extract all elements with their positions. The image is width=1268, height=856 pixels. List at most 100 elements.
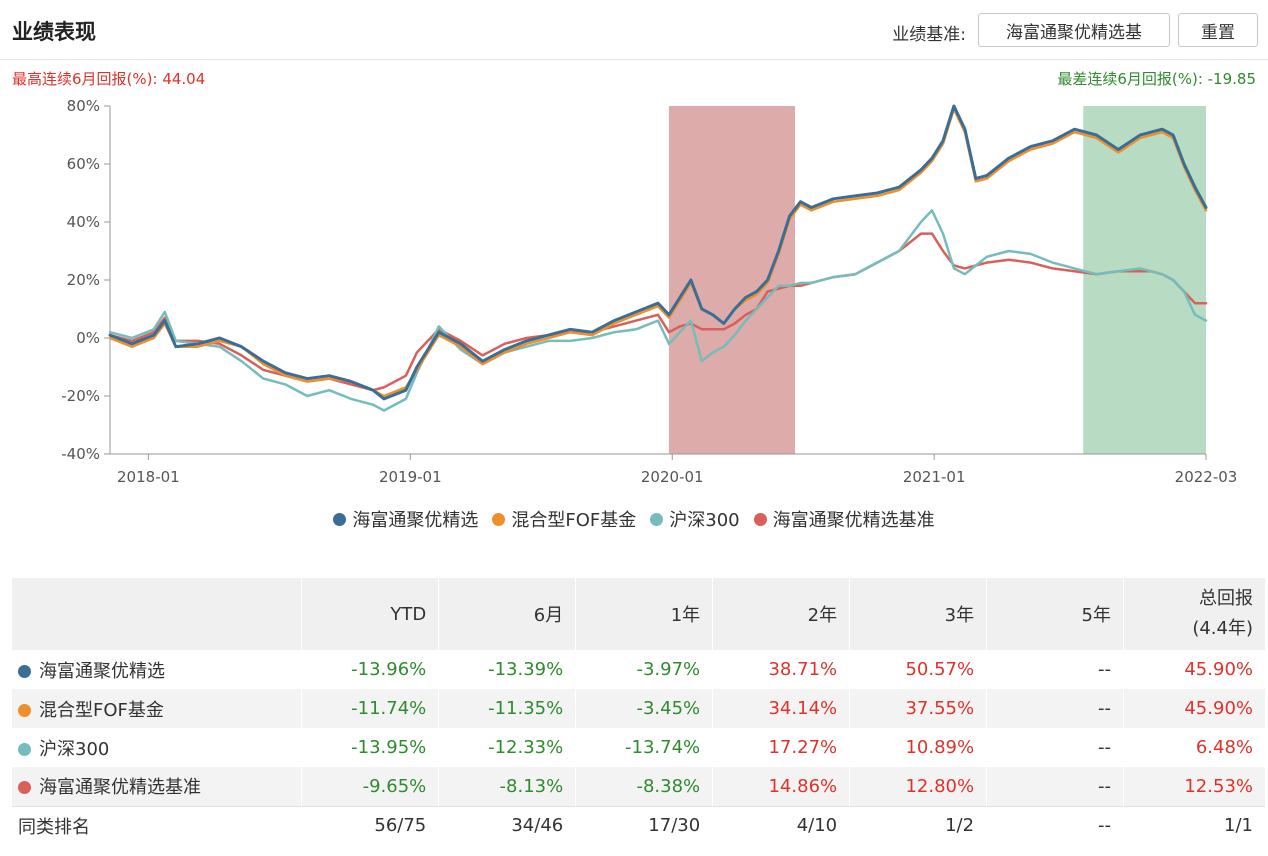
value-cell: -13.39% — [438, 650, 577, 689]
value-cell: -13.96% — [301, 650, 440, 689]
rank-row: 同类排名 56/75 34/46 17/30 4/10 1/2 -- 1/1 — [12, 805, 1267, 845]
table-row: 混合型FOF基金 -11.74% -11.35% -3.45% 34.14% 3… — [12, 689, 1267, 728]
benchmark-select[interactable]: 海富通聚优精选基 — [978, 13, 1170, 47]
value-cell: -13.74% — [575, 728, 714, 767]
benchmark-label: 业绩基准: — [892, 25, 966, 45]
value-cell: -- — [986, 767, 1124, 806]
legend-item-fund[interactable]: 海富通聚优精选 — [333, 506, 478, 532]
worst-period-band — [1083, 106, 1206, 454]
y-tick-label: 20% — [67, 271, 100, 289]
header-2y: 2年 — [712, 578, 851, 650]
series-line-hs300 — [108, 209, 1208, 412]
table-row: 沪深300 -13.95% -12.33% -13.74% 17.27% 10.… — [12, 728, 1267, 767]
series-line-fof — [108, 107, 1208, 398]
header-bar: 业绩表现 业绩基准: 海富通聚优精选基 重置 — [0, 0, 1268, 60]
legend-dot-fund — [333, 512, 347, 526]
y-tick-label: 0% — [76, 329, 100, 347]
row-dot — [18, 781, 31, 795]
value-cell: 45.90% — [1123, 689, 1267, 728]
value-cell: -11.35% — [438, 689, 577, 728]
rank-cell: 1/1 — [1123, 805, 1267, 845]
best-period-band — [668, 106, 795, 454]
reset-button[interactable]: 重置 — [1178, 13, 1258, 47]
value-cell: 12.53% — [1123, 767, 1267, 806]
value-cell: 50.57% — [849, 650, 988, 689]
row-name-cell: 混合型FOF基金 — [12, 689, 303, 728]
x-tick-label: 2018-01 — [117, 468, 180, 486]
value-cell: -12.33% — [438, 728, 577, 767]
value-cell: 17.27% — [712, 728, 851, 767]
legend-item-fof[interactable]: 混合型FOF基金 — [492, 506, 636, 532]
header-total-label: 总回报 — [1199, 588, 1253, 609]
performance-chart[interactable]: 80% 60% 40% 20% 0% -20% -40% 2018-01 2019-01 2020… — [0, 90, 1268, 490]
table-row: 海富通聚优精选 -13.96% -13.39% -3.97% 38.71% 50… — [12, 650, 1267, 689]
value-cell: 14.86% — [712, 767, 851, 806]
legend-item-bench[interactable]: 海富通聚优精选基准 — [753, 506, 935, 532]
value-cell: 6.48% — [1123, 728, 1267, 767]
row-name-cell: 海富通聚优精选基准 — [12, 767, 303, 806]
legend-item-hs300[interactable]: 沪深300 — [650, 506, 740, 532]
legend-label-fof: 混合型FOF基金 — [511, 510, 637, 531]
value-cell: 45.90% — [1123, 650, 1267, 689]
row-dot — [18, 703, 31, 717]
value-cell: 10.89% — [849, 728, 988, 767]
table-row: 海富通聚优精选基准 -9.65% -8.13% -8.38% 14.86% 12… — [12, 767, 1267, 806]
row-dot — [18, 742, 31, 756]
value-cell: -8.38% — [575, 767, 714, 806]
header-3y: 3年 — [849, 578, 988, 650]
value-cell: -- — [986, 650, 1124, 689]
y-tick-label: 40% — [67, 213, 100, 231]
header-total-period: (4.4年) — [1192, 618, 1253, 639]
row-name: 海富通聚优精选基准 — [39, 777, 201, 799]
legend-label-fund: 海富通聚优精选 — [352, 510, 479, 531]
header-total: 总回报 (4.4年) — [1123, 578, 1267, 650]
table-header-row: YTD 6月 1年 2年 3年 5年 总回报 (4.4年) — [12, 578, 1267, 650]
row-name: 海富通聚优精选 — [39, 660, 165, 682]
legend-dot-bench — [753, 512, 767, 526]
value-cell: -11.74% — [301, 689, 440, 728]
y-tick-label: -40% — [61, 445, 100, 463]
rank-cell: 56/75 — [301, 805, 440, 845]
rank-label: 同类排名 — [12, 805, 303, 845]
worst-6m-return: 最差连续6月回报(%): -19.85 — [1057, 70, 1256, 88]
legend-dot-hs300 — [650, 512, 664, 526]
row-dot — [18, 664, 31, 678]
rank-cell: 1/2 — [849, 805, 988, 845]
value-cell: 37.55% — [849, 689, 988, 728]
header-6m: 6月 — [438, 578, 577, 650]
value-cell: -13.95% — [301, 728, 440, 767]
value-cell: -9.65% — [301, 767, 440, 806]
header-ytd: YTD — [301, 578, 440, 650]
rank-cell: 17/30 — [575, 805, 714, 845]
legend-label-hs300: 沪深300 — [669, 510, 740, 531]
x-tick-label: 2021-01 — [903, 468, 966, 486]
series-line-fund — [108, 104, 1208, 401]
x-tick-label: 2019-01 — [379, 468, 442, 486]
y-tick-label: -20% — [61, 387, 100, 405]
row-name-cell: 海富通聚优精选 — [12, 650, 303, 689]
value-cell: 34.14% — [712, 689, 851, 728]
value-cell: 38.71% — [712, 650, 851, 689]
x-tick-label: 2022-03 — [1175, 468, 1238, 486]
row-name: 混合型FOF基金 — [39, 699, 164, 721]
value-cell: -3.45% — [575, 689, 714, 728]
y-tick-label: 60% — [67, 155, 100, 173]
header-5y: 5年 — [986, 578, 1124, 650]
rank-cell: 34/46 — [438, 805, 577, 845]
section-title: 业绩表现 — [12, 20, 96, 44]
returns-table: YTD 6月 1年 2年 3年 5年 总回报 (4.4年) 海富通聚优精选 -13… — [12, 578, 1267, 845]
value-cell: -8.13% — [438, 767, 577, 806]
value-cell: -3.97% — [575, 650, 714, 689]
header-name-cell — [12, 578, 303, 650]
best-6m-return: 最高连续6月回报(%): 44.04 — [12, 70, 206, 88]
chart-legend: 海富通聚优精选 混合型FOF基金 沪深300 海富通聚优精选基准 — [0, 506, 1268, 532]
value-cell: -- — [986, 728, 1124, 767]
rank-cell: -- — [986, 805, 1124, 845]
legend-dot-fof — [492, 512, 506, 526]
row-name-cell: 沪深300 — [12, 728, 303, 767]
row-name: 沪深300 — [39, 738, 110, 760]
value-cell: -- — [986, 689, 1124, 728]
legend-label-bench: 海富通聚优精选基准 — [772, 510, 935, 531]
rank-cell: 4/10 — [712, 805, 851, 845]
value-cell: 12.80% — [849, 767, 988, 806]
